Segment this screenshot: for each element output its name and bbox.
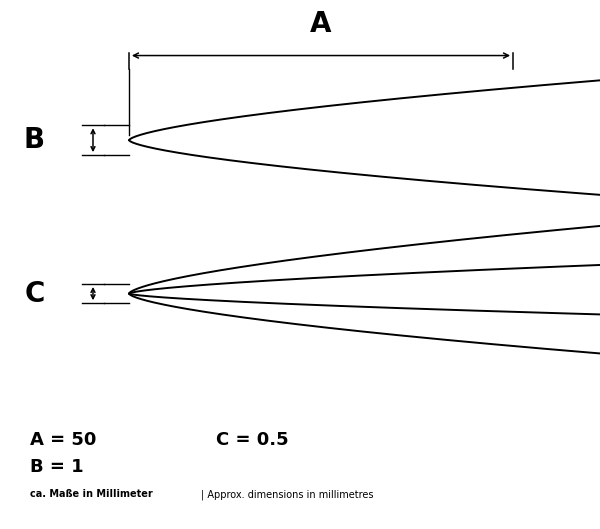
Text: A = 50: A = 50 <box>30 431 97 449</box>
Text: C = 0.5: C = 0.5 <box>216 431 289 449</box>
Text: B = 1: B = 1 <box>30 458 83 476</box>
Text: | Approx. dimensions in millimetres: | Approx. dimensions in millimetres <box>201 489 373 500</box>
Text: B: B <box>24 126 45 154</box>
Text: A: A <box>310 10 332 38</box>
Text: C: C <box>25 280 45 307</box>
Text: ca. Maße in Millimeter: ca. Maße in Millimeter <box>30 489 153 499</box>
